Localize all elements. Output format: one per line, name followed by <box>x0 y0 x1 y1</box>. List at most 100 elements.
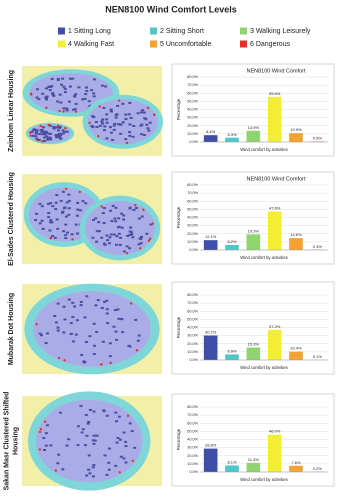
map-building <box>67 207 71 210</box>
map-building <box>115 420 119 423</box>
map-building <box>139 111 143 114</box>
map-building <box>113 122 117 125</box>
map-building <box>42 140 46 143</box>
map-building <box>94 121 98 124</box>
map-building <box>71 77 75 80</box>
map-hotspot <box>100 205 103 208</box>
map-building <box>85 474 89 477</box>
map-building <box>109 110 113 113</box>
map-building <box>80 431 84 434</box>
map-hotspot <box>139 247 142 250</box>
map-building <box>53 315 57 318</box>
map-building <box>67 438 71 441</box>
map-building <box>103 125 107 128</box>
row-label: Sakan Masr Clustered Shifted <box>3 392 10 491</box>
map-building <box>114 206 118 209</box>
map-building <box>83 316 87 319</box>
map-building <box>95 240 99 243</box>
y-tick-label: 40.0% <box>187 326 198 330</box>
map-building <box>124 138 128 141</box>
map-building <box>117 415 121 418</box>
map-building <box>61 210 65 213</box>
map-building <box>124 113 128 116</box>
map-building <box>128 134 132 137</box>
map-building <box>115 113 119 116</box>
bar <box>203 135 218 142</box>
map-building <box>141 109 145 112</box>
map-building <box>54 126 58 129</box>
map-building <box>31 134 35 137</box>
map-building <box>47 216 51 219</box>
map-building <box>67 213 71 216</box>
map-building <box>116 308 120 311</box>
map-building <box>34 131 38 134</box>
map-building <box>84 202 88 205</box>
map-zone <box>29 73 113 113</box>
map-building <box>83 444 87 447</box>
map-building <box>113 309 117 312</box>
map-building <box>137 217 141 220</box>
map-building <box>81 428 85 431</box>
map-building <box>134 318 138 321</box>
map-building <box>47 85 51 88</box>
map-hotspot <box>88 121 91 125</box>
map-building <box>137 334 141 337</box>
map-building <box>47 212 51 215</box>
map-building <box>119 132 123 135</box>
map-building <box>85 434 89 437</box>
map-building <box>35 129 39 132</box>
map-building <box>105 118 109 121</box>
map-building <box>105 473 109 476</box>
map-building <box>56 326 60 329</box>
map-building <box>35 137 39 140</box>
map-building <box>90 89 94 92</box>
map-building <box>76 425 80 428</box>
map-building <box>91 475 95 478</box>
y-tick-label: 70.0% <box>187 83 198 87</box>
map-building <box>51 205 55 208</box>
map-building <box>112 128 116 131</box>
map-hotspot <box>117 99 121 102</box>
map-building <box>145 123 149 126</box>
site-map <box>22 283 162 375</box>
map-building <box>77 86 81 89</box>
map-building <box>100 306 104 309</box>
value-label: 12.1% <box>205 234 217 239</box>
map-building <box>91 466 95 469</box>
map-building <box>91 439 95 442</box>
map-building <box>124 461 128 464</box>
map-building <box>58 135 62 138</box>
value-label: 6.2% <box>227 239 237 244</box>
map-hotspot <box>151 222 154 225</box>
map-building <box>58 411 62 414</box>
map-building <box>108 236 112 239</box>
map-building <box>116 226 120 229</box>
y-tick-label: 0.0% <box>189 358 198 362</box>
map-building <box>62 85 66 88</box>
chart-title: NEN8100 Wind Comfort <box>247 176 306 182</box>
y-tick-label: 60.0% <box>187 199 198 203</box>
map-building <box>74 93 78 96</box>
map-building <box>101 212 105 215</box>
bar <box>246 462 261 472</box>
value-label: 19.3% <box>248 228 260 233</box>
map-building <box>85 295 89 298</box>
bar <box>289 238 303 250</box>
map-building <box>120 212 124 215</box>
map-building <box>50 221 54 224</box>
map-building <box>44 341 48 344</box>
y-tick-label: 40.0% <box>187 108 198 112</box>
y-tick-label: 60.0% <box>187 421 198 425</box>
y-tick-label: 80.0% <box>187 75 198 79</box>
map-building <box>97 230 101 233</box>
value-label: 0.3% <box>313 244 323 249</box>
map-building <box>76 232 80 235</box>
map-building <box>118 438 122 441</box>
map-building <box>57 133 61 136</box>
legend-swatch <box>58 40 65 48</box>
map-building <box>114 220 118 223</box>
map-building <box>79 405 83 408</box>
y-tick-label: 70.0% <box>187 191 198 195</box>
y-tick-label: 30.0% <box>187 116 198 120</box>
